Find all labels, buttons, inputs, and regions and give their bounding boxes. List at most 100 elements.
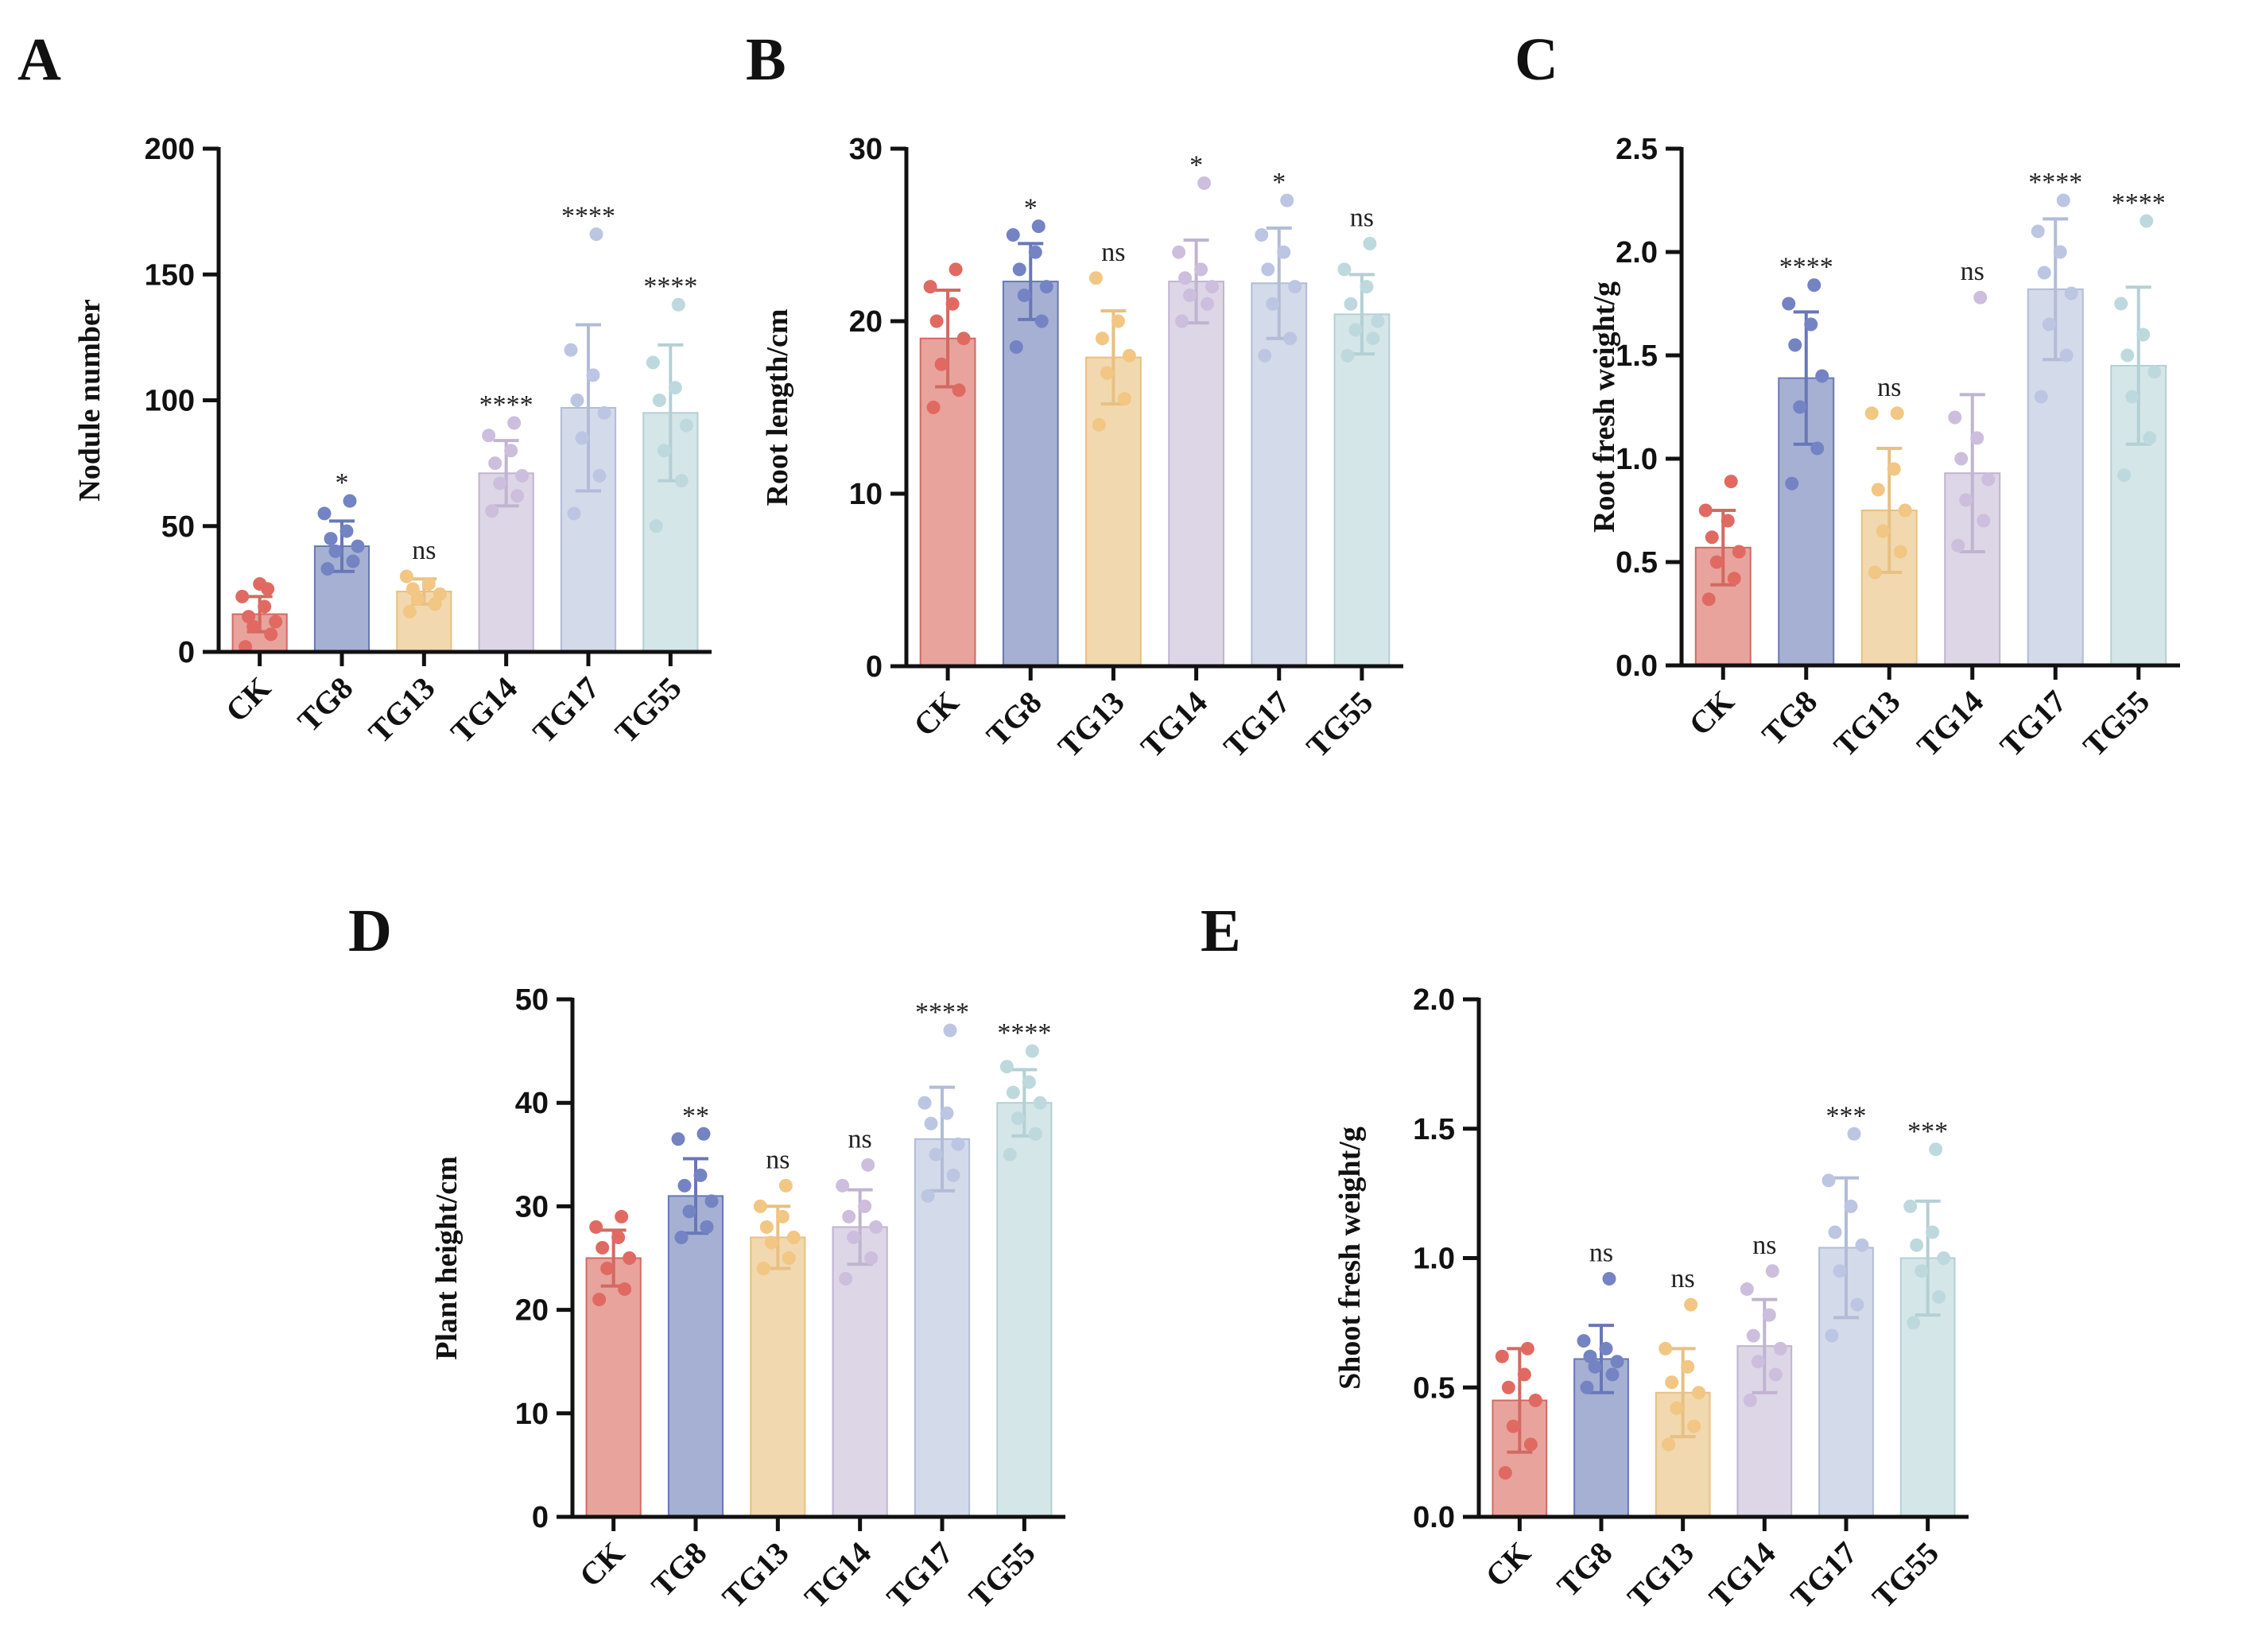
data-point-e-tg55-2 xyxy=(1915,1264,1929,1278)
significance-b-tg55: ns xyxy=(1350,203,1374,232)
data-point-e-tg8-7 xyxy=(1602,1272,1616,1286)
data-point-e-tg8-4 xyxy=(1583,1349,1597,1363)
data-point-a-tg13-5 xyxy=(421,577,436,591)
data-point-d-tg8-2 xyxy=(682,1204,696,1219)
data-point-a-tg8-7 xyxy=(343,494,357,508)
data-point-d-tg17-6 xyxy=(918,1096,932,1110)
data-point-e-tg13-6 xyxy=(1658,1341,1673,1355)
data-point-c-tg8-1 xyxy=(1810,441,1825,456)
data-point-e-tg17-6 xyxy=(1821,1173,1836,1188)
ytick-label-b-2: 20 xyxy=(849,305,883,339)
data-point-d-tg55-4 xyxy=(1006,1085,1020,1099)
panel-letter-b: B xyxy=(746,26,786,93)
significance-a-tg13: ns xyxy=(412,536,436,565)
data-point-d-ck-3 xyxy=(623,1251,637,1265)
bar-d-tg8 xyxy=(667,1195,724,1518)
xtick-label-d-tg17: TG17 xyxy=(879,1535,960,1615)
significance-e-tg17: *** xyxy=(1826,1101,1867,1130)
xtick-label-d-tg13: TG13 xyxy=(716,1535,796,1615)
data-point-a-ck-3 xyxy=(269,615,283,629)
data-point-d-tg14-6 xyxy=(836,1178,850,1192)
data-point-e-tg8-1 xyxy=(1605,1367,1620,1382)
xtick-label-a-tg55: TG55 xyxy=(608,670,689,750)
data-point-e-tg17-1 xyxy=(1850,1297,1864,1312)
data-point-d-tg8-3 xyxy=(704,1194,719,1208)
data-point-e-ck-5 xyxy=(1517,1367,1531,1382)
xtick-label-e-tg8: TG8 xyxy=(1550,1535,1620,1604)
bar-d-tg14 xyxy=(832,1226,888,1518)
ytick-label-d-3: 30 xyxy=(515,1190,549,1223)
bar-b-tg8 xyxy=(1002,281,1059,667)
ytick-label-c-0: 0.0 xyxy=(1616,650,1658,683)
xtick-label-c-tg55: TG55 xyxy=(2076,684,2156,764)
data-point-d-tg8-5 xyxy=(693,1168,708,1182)
data-point-d-tg55-2 xyxy=(1011,1111,1025,1126)
data-point-a-tg13-4 xyxy=(405,582,420,596)
data-point-a-tg8-0 xyxy=(320,562,335,576)
data-point-c-tg17-5 xyxy=(2053,245,2067,259)
data-point-c-tg8-2 xyxy=(1793,400,1807,414)
data-point-b-tg13-4 xyxy=(1095,332,1109,346)
data-point-a-tg13-2 xyxy=(410,592,425,607)
significance-e-tg55: *** xyxy=(1907,1117,1948,1146)
data-point-e-ck-1 xyxy=(1523,1437,1538,1452)
data-point-b-tg55-6 xyxy=(1337,262,1352,277)
ytick-label-c-4: 2.0 xyxy=(1616,236,1658,270)
data-point-e-ck-0 xyxy=(1498,1466,1512,1480)
data-point-c-tg13-7 xyxy=(1890,406,1904,421)
xtick-label-c-tg13: TG13 xyxy=(1827,684,1907,764)
data-point-b-ck-2 xyxy=(934,357,949,371)
data-point-a-tg17-6 xyxy=(564,343,578,357)
data-point-c-tg13-1 xyxy=(1893,545,1907,559)
data-point-a-tg8-4 xyxy=(324,532,338,546)
data-point-c-tg17-1 xyxy=(2059,348,2074,363)
data-point-b-tg55-0 xyxy=(1340,348,1355,363)
data-point-a-tg55-7 xyxy=(671,297,685,312)
data-point-b-tg14-3 xyxy=(1205,280,1220,294)
data-point-a-tg14-7 xyxy=(507,416,522,430)
data-point-c-tg14-2 xyxy=(1959,493,1973,507)
data-point-e-tg55-0 xyxy=(1907,1316,1921,1330)
data-point-d-tg13-3 xyxy=(786,1230,801,1244)
data-point-d-tg8-0 xyxy=(674,1230,689,1244)
data-point-e-tg8-2 xyxy=(1588,1359,1602,1374)
ylabel-e: Shoot fresh weight/g xyxy=(1333,1127,1367,1390)
data-point-c-tg55-6 xyxy=(2114,297,2128,311)
ytick-label-b-1: 10 xyxy=(849,478,883,511)
data-point-a-tg55-3 xyxy=(679,418,693,432)
data-point-a-tg8-5 xyxy=(339,524,354,538)
significance-c-tg8: **** xyxy=(1779,253,1833,282)
data-point-c-tg14-0 xyxy=(1951,538,1965,553)
data-point-d-tg14-2 xyxy=(847,1230,861,1244)
data-point-c-tg8-6 xyxy=(1782,297,1796,311)
chart-panel-d: 0 10 20 30 40 50 Plant height/cm CK ** TG8 ns TG13 n… xyxy=(430,983,1065,1615)
data-point-e-tg13-4 xyxy=(1665,1375,1679,1390)
data-point-a-tg17-2 xyxy=(575,431,589,445)
data-point-a-tg17-0 xyxy=(567,506,581,521)
bar-b-tg55 xyxy=(1333,313,1391,667)
xtick-label-c-ck: CK xyxy=(1682,684,1740,743)
data-point-e-tg14-5 xyxy=(1762,1308,1776,1322)
data-point-b-tg17-6 xyxy=(1255,228,1269,242)
data-point-d-tg17-5 xyxy=(940,1106,954,1120)
data-point-e-tg8-3 xyxy=(1610,1355,1624,1369)
data-point-a-tg14-6 xyxy=(482,429,496,443)
significance-c-tg14: ns xyxy=(1961,257,1984,286)
significance-c-tg17: **** xyxy=(2028,168,2082,197)
data-point-c-tg14-6 xyxy=(1948,410,1962,425)
data-point-c-tg13-6 xyxy=(1864,406,1879,421)
data-point-c-tg55-0 xyxy=(2117,468,2132,483)
ytick-label-c-2: 1.0 xyxy=(1616,443,1658,476)
chart-panel-b: 0 10 20 30 Root length/cm CK * TG8 ns TG13 * TG14 * T… xyxy=(761,133,1403,765)
data-point-d-tg17-1 xyxy=(946,1168,960,1182)
data-point-d-ck-6 xyxy=(589,1220,603,1234)
ytick-label-e-3: 1.5 xyxy=(1413,1113,1455,1146)
ytick-label-d-4: 40 xyxy=(515,1087,549,1120)
ytick-label-c-5: 2.5 xyxy=(1616,133,1658,166)
ytick-label-c-3: 1.5 xyxy=(1616,339,1658,373)
xtick-label-b-tg55: TG55 xyxy=(1299,684,1379,765)
data-point-d-tg17-7 xyxy=(943,1023,957,1037)
significance-a-tg17: **** xyxy=(561,202,615,231)
xtick-label-b-tg17: TG17 xyxy=(1216,684,1297,765)
xtick-label-b-tg13: TG13 xyxy=(1051,684,1131,765)
